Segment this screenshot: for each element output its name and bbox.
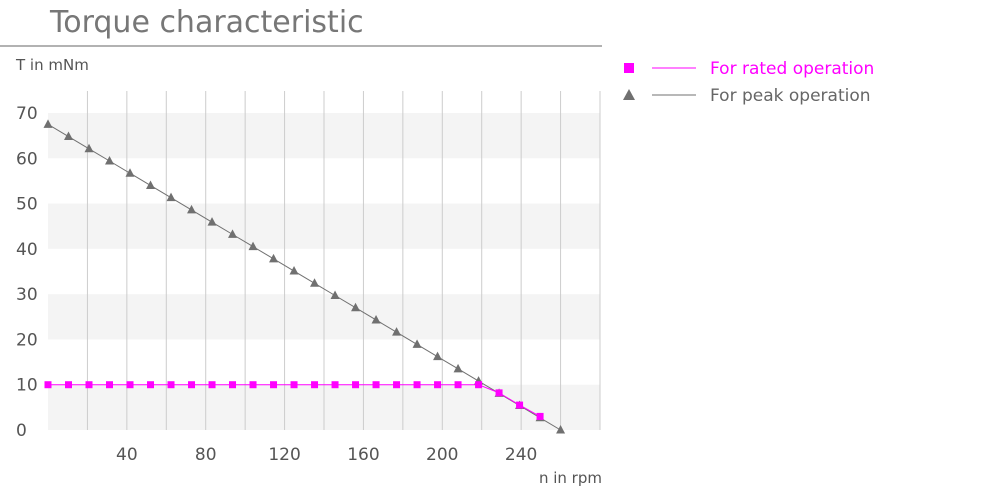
data-point-square <box>85 381 93 389</box>
data-point-square <box>167 381 175 389</box>
x-tick-label: 40 <box>116 445 138 465</box>
data-point-square <box>147 381 155 389</box>
y-tick-label: 60 <box>16 149 38 169</box>
data-point-triangle <box>289 266 299 275</box>
data-point-triangle <box>125 168 135 177</box>
data-point-square <box>413 381 421 389</box>
data-point-square <box>536 412 544 420</box>
data-point-square <box>65 381 73 389</box>
data-point-square <box>331 381 339 389</box>
x-tick-label: 120 <box>268 445 300 465</box>
data-point-triangle <box>228 229 238 238</box>
data-point-square <box>106 381 114 389</box>
data-point-triangle <box>248 241 258 251</box>
data-point-triangle <box>371 314 381 324</box>
data-point-triangle <box>64 131 74 141</box>
legend-label: For rated operation <box>710 59 874 79</box>
legend-label: For peak operation <box>710 86 871 106</box>
data-point-square <box>352 381 360 389</box>
x-tick-label: 80 <box>195 445 217 465</box>
y-tick-labels: 0 10 20 30 40 50 60 70 <box>16 104 38 441</box>
data-point-square <box>249 381 257 389</box>
data-point-triangle <box>43 119 53 128</box>
data-point-square <box>290 381 298 389</box>
data-point-square <box>434 381 442 389</box>
legend-marker-square <box>624 63 634 73</box>
data-point-square <box>372 381 380 389</box>
y-axis-label: T in mNm <box>15 56 89 74</box>
data-point-square <box>126 381 134 389</box>
data-point-triangle <box>310 278 320 287</box>
data-point-triangle <box>84 143 94 153</box>
x-tick-labels: 40 80 120 160 200 240 <box>116 445 537 465</box>
y-tick-label: 20 <box>16 330 38 350</box>
data-point-triangle <box>556 425 566 434</box>
data-point-square <box>208 381 216 389</box>
data-point-square <box>516 401 524 409</box>
data-point-triangle <box>433 351 443 361</box>
series-layer <box>43 119 566 434</box>
data-point-triangle <box>187 204 197 214</box>
data-point-square <box>475 381 483 389</box>
data-point-square <box>188 381 196 389</box>
y-tick-label: 40 <box>16 240 38 260</box>
data-point-triangle <box>166 192 176 202</box>
legend-marker-triangle <box>623 89 635 100</box>
x-axis-label: n in rpm <box>539 469 602 487</box>
data-point-square <box>311 381 319 389</box>
y-tick-label: 10 <box>16 376 38 396</box>
data-point-square <box>44 381 52 389</box>
data-point-square <box>454 381 462 389</box>
legend-item: For rated operation <box>624 59 874 79</box>
data-point-triangle <box>453 363 463 373</box>
vertical-gridlines <box>86 91 601 430</box>
data-point-triangle <box>330 290 340 300</box>
data-point-triangle <box>105 156 115 165</box>
data-point-square <box>393 381 401 389</box>
y-tick-label: 0 <box>16 421 27 441</box>
x-tick-label: 160 <box>347 445 379 465</box>
y-tick-label: 70 <box>16 104 38 124</box>
data-point-square <box>495 389 503 397</box>
y-tick-label: 30 <box>16 285 38 305</box>
data-point-triangle <box>207 217 217 226</box>
legend-item: For peak operation <box>623 86 871 106</box>
legend: For rated operation For peak operation <box>623 59 874 106</box>
data-point-triangle <box>146 180 156 189</box>
chart-title: Torque characteristic <box>49 5 364 40</box>
x-tick-label: 240 <box>505 445 537 465</box>
data-point-triangle <box>351 302 361 312</box>
data-point-triangle <box>269 253 279 263</box>
data-point-square <box>270 381 278 389</box>
data-point-triangle <box>412 339 422 348</box>
series-line <box>47 123 561 431</box>
x-tick-label: 200 <box>426 445 458 465</box>
data-point-triangle <box>392 327 402 336</box>
data-point-square <box>229 381 237 389</box>
y-tick-label: 50 <box>16 195 38 215</box>
